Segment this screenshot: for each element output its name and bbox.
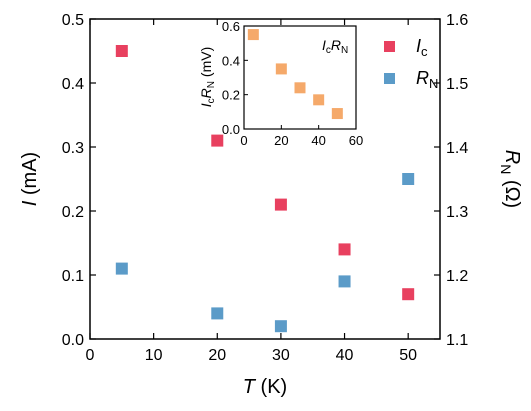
- inset-series-label: IcRN: [322, 37, 348, 56]
- y-left-tick-label: 0.0: [62, 332, 84, 349]
- y-left-tick-label: 0.3: [62, 140, 84, 157]
- ic-point: [338, 243, 351, 256]
- x-tick-label: 20: [208, 347, 226, 364]
- left-axis-var: I: [19, 200, 41, 206]
- x-tick-label: 0: [86, 347, 95, 364]
- plot-frame: [89, 18, 441, 340]
- y-right-tick-label: 1.5: [446, 76, 468, 93]
- inset-series: [247, 29, 343, 120]
- right-axis-var: R: [501, 150, 523, 164]
- legend-marker-rn: [384, 73, 395, 84]
- ic-point: [211, 134, 224, 147]
- y-left-tick-label: 0.5: [62, 12, 84, 29]
- rn-point: [211, 307, 224, 320]
- x-tick-label: 10: [145, 347, 163, 364]
- ic-point: [274, 198, 287, 211]
- icrn-point: [294, 82, 306, 94]
- right-axis-sub: N: [498, 164, 514, 174]
- y-right-tick-label: 1.6: [446, 12, 468, 29]
- inset-y-tick-label: 0.2: [222, 88, 240, 103]
- inset: 0 20 40 60 0.0 0.2 0.4 0.6 IcRN (mV) IcRN: [198, 19, 363, 148]
- icrn-point: [247, 29, 259, 41]
- x-tick-label: 30: [272, 347, 290, 364]
- main-series: [115, 45, 415, 333]
- y-right-tick-label: 1.4: [446, 140, 468, 157]
- left-axis-label: I (mA): [19, 152, 41, 206]
- legend-marker-ic: [384, 41, 395, 52]
- rn-point: [338, 275, 351, 288]
- inset-axes: 0 20 40 60 0.0 0.2 0.4 0.6: [222, 19, 363, 148]
- y-right-tick-label: 1.3: [446, 204, 468, 221]
- inset-x-tick-label: 40: [311, 133, 325, 148]
- rn-point: [115, 262, 128, 275]
- inset-y-tick-label: 0.4: [222, 53, 240, 68]
- inset-y-tick-label: 0.6: [222, 19, 240, 34]
- icrn-point: [275, 63, 287, 75]
- y-right-tick-label: 1.2: [446, 268, 468, 285]
- right-axis-unit: (Ω): [501, 174, 523, 208]
- x-axis-unit: (K): [255, 376, 287, 398]
- y-left-tick-label: 0.2: [62, 204, 84, 221]
- left-axis-unit: (mA): [19, 152, 41, 201]
- x-axis-var: T: [243, 376, 257, 398]
- right-axis-label: RN (Ω): [498, 150, 523, 208]
- inset-x-tick-label: 0: [240, 133, 247, 148]
- rn-point: [402, 173, 415, 185]
- legend-label-ic: Ic: [416, 36, 428, 59]
- x-tick-label: 50: [399, 347, 417, 364]
- y-left-tick-label: 0.1: [62, 268, 84, 285]
- inset-y-tick-label: 0.0: [222, 122, 240, 137]
- y-right-tick-label: 1.1: [446, 332, 468, 349]
- x-tick-label: 40: [336, 347, 354, 364]
- inset-x-tick-label: 60: [349, 133, 363, 148]
- icrn-point: [331, 108, 343, 120]
- ic-point: [115, 45, 128, 57]
- x-axis-label: T (K): [243, 376, 287, 398]
- icrn-point: [313, 94, 325, 106]
- legend: Ic RN: [384, 36, 438, 91]
- y-left-tick-label: 0.4: [62, 76, 84, 93]
- inset-x-tick-label: 20: [274, 133, 288, 148]
- legend-label-rn: RN: [416, 68, 438, 91]
- rn-point: [274, 320, 287, 333]
- ic-point: [402, 288, 415, 301]
- inset-y-label: IcRN (mV): [198, 47, 217, 107]
- main-axes: 0 10 20 30 40 50 0.0 0.1 0.2 0.3 0.4 0.5 1.1 1.2 1.3 1.…: [62, 12, 469, 364]
